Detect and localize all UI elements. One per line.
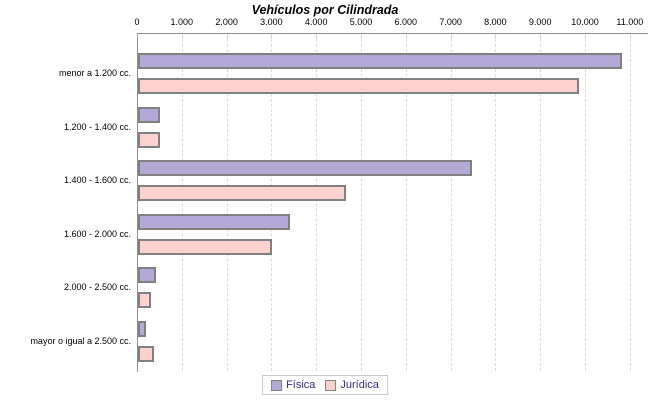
legend-label-juridica: Jurídica [340,379,379,391]
gridline-1 [181,34,183,371]
gridline-8 [495,34,497,371]
category-label-5: mayor o igual a 2.500 cc. [30,336,131,346]
bar-fisica-1 [138,106,161,123]
juridica-swatch-icon [325,379,337,391]
legend-label-fisica: Física [286,379,316,391]
x-tick-label-7: 7.000 [439,17,462,27]
x-tick-label-10: 10.000 [571,17,599,27]
fisica-swatch-icon [271,379,283,391]
bar-fisica-2 [138,160,472,177]
bar-fisica-5 [138,321,147,337]
x-tick-mark-0 [137,34,138,38]
bar-juridica-4 [138,292,151,309]
chart-title: Vehículos por Cilindrada [251,3,399,17]
x-axis-line [137,33,648,34]
bar-fisica-4 [138,267,156,284]
category-label-0: menor a 1.200 cc. [58,68,131,78]
x-tick-label-3: 3.000 [260,17,283,27]
x-tick-label-8: 8.000 [484,17,507,27]
bar-juridica-3 [138,238,273,255]
category-label-4: 2.000 - 2.500 cc. [63,282,131,293]
gridline-6 [405,34,407,371]
gridline-11 [629,34,631,371]
x-tick-label-0: 0 [134,17,140,27]
x-tick-label-2: 2.000 [215,17,238,27]
x-tick-label-11: 11.000 [616,17,644,27]
gridline-2 [226,34,228,371]
x-tick-label-9: 9.000 [528,17,552,27]
category-label-3: 1.600 - 2.000 cc. [63,228,131,239]
legend: Física Jurídica [262,375,388,395]
legend-item-fisica: Física [271,379,315,391]
category-label-1: 1.200 - 1.400 cc. [63,121,131,132]
y-axis-line [137,33,138,372]
gridline-3 [271,34,273,371]
x-tick-label-1: 1.000 [170,17,194,27]
category-label-2: 1.400 - 1.600 cc. [63,175,131,186]
bar-juridica-1 [138,131,161,148]
gridline-4 [316,34,318,371]
x-tick-label-4: 4.000 [304,17,328,27]
bar-fisica-3 [138,213,291,230]
gridline-5 [361,34,362,371]
x-tick-label-6: 6.000 [394,17,418,27]
bar-fisica-0 [138,53,622,69]
bar-juridica-0 [138,78,580,94]
bar-juridica-5 [138,346,154,362]
gridline-10 [585,34,586,371]
legend-item-juridica: Jurídica [325,379,379,391]
gridline-9 [540,34,542,371]
x-tick-label-5: 5.000 [349,17,373,27]
bar-juridica-2 [138,185,347,202]
gridline-7 [450,34,452,371]
